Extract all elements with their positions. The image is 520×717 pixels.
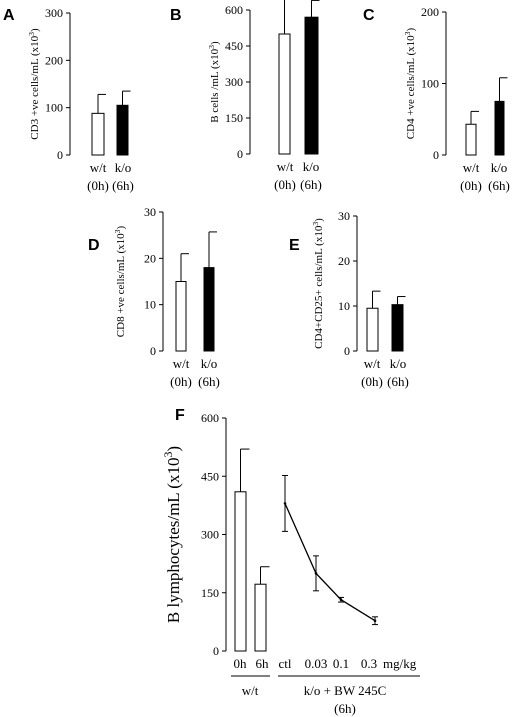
chart-panel-d: D 0 10 20 30 CD8 +ve cells/mL (x103) w/t (0h) k/… [88,205,220,389]
y-tick-label: 150 [225,111,243,125]
panel-letter: C [363,7,375,24]
y-tick-label: 30 [144,205,156,219]
y-tick-label: 600 [201,411,219,425]
category-label: k/o [201,356,218,371]
data-point [339,598,343,602]
bar [278,33,291,155]
y-axis-label: CD4+CD25+ cells/mL (x103) [311,218,326,349]
y-tick-label: 20 [338,254,350,268]
y-tick-label: 200 [45,53,63,67]
y-tick-label: 100 [421,77,439,91]
y-axis-label: B lymphocytes/mL (x103) [161,446,183,623]
category-label: (6h) [387,374,409,389]
group-label: w/t [242,683,259,698]
bar [91,112,105,156]
y-tick-label: 450 [225,39,243,53]
category-label: ctl [279,656,292,671]
unit-label: mg/kg [383,656,417,671]
data-point [314,572,318,575]
y-axis-label: CD8 +ve cells/mL (x103) [113,225,128,337]
y-tick-label: 10 [338,299,350,313]
chart-panel-b: B 0 150 300 450 600 B cells /mL (x103) w/t (0h) k… [170,0,322,192]
category-label: w/t [90,160,107,175]
bar [203,267,215,352]
category-label: 0.03 [305,656,328,671]
category-label: (6h) [198,374,220,389]
data-point [283,502,287,505]
panel-letter: D [88,237,100,254]
category-label: w/t [277,159,294,174]
panel-letter: E [289,237,300,254]
category-label: (6h) [488,178,510,193]
category-label: k/o [491,160,508,175]
y-tick-label: 600 [225,3,243,17]
y-tick-label: 150 [201,586,219,600]
data-point [373,619,377,623]
category-label: w/t [364,356,381,371]
y-tick-label: 300 [201,528,219,542]
y-tick-label: 300 [225,75,243,89]
category-label: w/t [463,160,480,175]
category-label: (0h) [274,177,296,192]
bar [254,583,267,652]
bar [175,281,187,352]
category-label: 0.1 [333,656,349,671]
panel-letter: F [175,407,185,424]
category-label: k/o [303,159,320,174]
y-tick-label: 0 [237,147,243,161]
y-tick-label: 10 [144,298,156,312]
category-label: (0h) [87,178,109,193]
panel-letter: A [3,7,15,24]
bar [116,104,129,156]
category-label: (6h) [300,177,322,192]
y-tick-label: 0 [150,344,156,358]
bar [366,307,379,352]
bar [494,100,505,156]
y-tick-label: 0 [433,148,439,162]
y-tick-label: 450 [201,469,219,483]
bar [391,304,404,352]
chart-panel-e: E 0 10 20 30 CD4+CD25+ cells/mL (x103) w/t (0h)… [289,209,409,389]
bar [465,123,477,156]
group-label: (6h) [334,701,356,716]
series-line [284,503,376,622]
y-tick-label: 200 [421,5,439,19]
panel-letter: B [170,7,182,24]
category-label: 0.3 [361,656,377,671]
bar [234,491,247,652]
category-label: (0h) [361,374,383,389]
category-label: k/o [390,356,407,371]
y-tick-label: 0 [213,644,219,658]
category-label: (0h) [460,178,482,193]
y-axis-label: CD4 +ve cells/mL (x103) [403,27,418,139]
group-label: k/o + BW 245C [304,683,387,698]
category-label: (6h) [112,178,134,193]
y-tick-label: 20 [144,251,156,265]
y-tick-label: 0 [57,148,63,162]
y-tick-label: 0 [344,344,350,358]
y-tick-label: 100 [45,101,63,115]
category-label: 0h [234,656,248,671]
y-tick-label: 300 [45,6,63,20]
chart-panel-f: F 0 150 300 450 600 B lymphocytes/mL (x103) 0h 6… [161,407,420,716]
category-label: k/o [115,160,132,175]
bar [304,16,319,155]
y-axis-label: CD3 +ve cells/mL (x103) [27,28,42,140]
category-label: (0h) [170,374,192,389]
y-tick-label: 30 [338,209,350,223]
y-axis-label: B cells /mL (x103) [207,41,222,123]
category-label: 6h [256,656,270,671]
category-label: w/t [173,356,190,371]
